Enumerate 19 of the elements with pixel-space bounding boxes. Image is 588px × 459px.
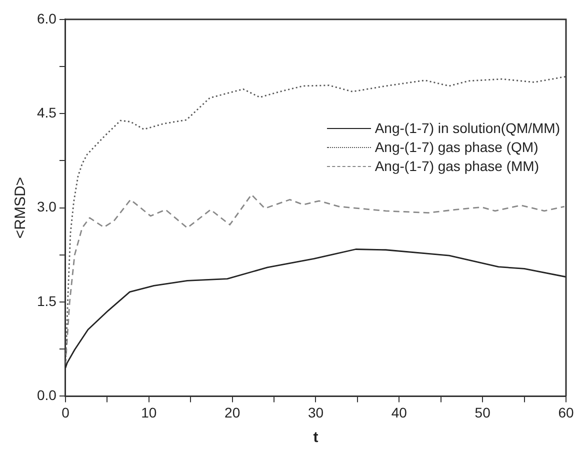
y-tick-label: 1.5 <box>36 292 57 309</box>
x-axis-title: t <box>313 429 318 446</box>
x-tick-label: 30 <box>308 404 324 420</box>
x-tick-label: 60 <box>558 404 574 420</box>
y-axis-title: <RMSD> <box>12 176 30 239</box>
x-tick-label: 40 <box>391 404 408 420</box>
legend-label: Ang-(1-7) gas phase (QM) <box>374 138 538 158</box>
y-tick-label: 4.5 <box>36 104 57 120</box>
legend-label: Ang-(1-7) in solution(QM/MM) <box>374 119 560 138</box>
x-tick-label: 0 <box>62 404 70 420</box>
legend-label: Ang-(1-7) gas phase (MM) <box>374 157 540 176</box>
x-tick-label: 10 <box>141 404 157 420</box>
line-series <box>65 76 566 366</box>
y-tick-label: 6.0 <box>36 10 57 26</box>
y-tick-label: 3.0 <box>36 198 57 215</box>
line-series <box>65 194 566 366</box>
text: 0.0 <box>36 387 56 404</box>
x-tick-label: 20 <box>224 404 240 420</box>
x-tick-label: 50 <box>474 404 491 420</box>
